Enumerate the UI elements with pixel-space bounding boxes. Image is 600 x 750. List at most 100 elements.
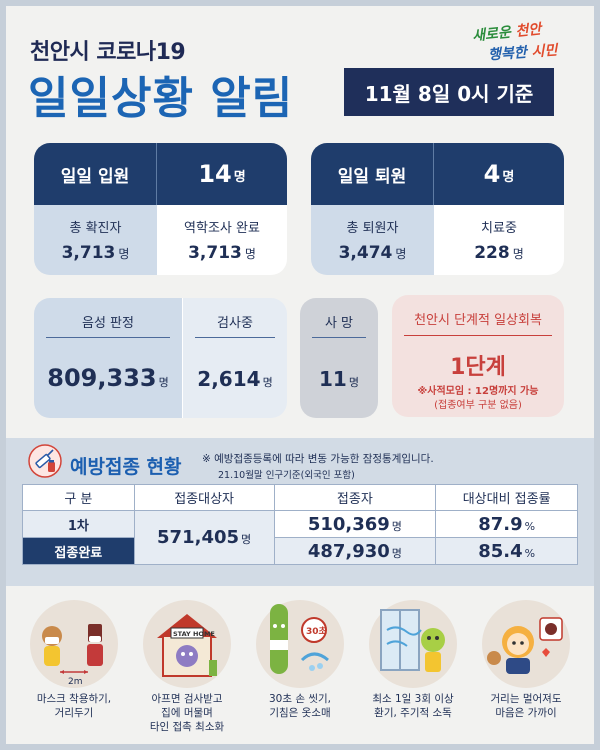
stay-home-icon: STAY HOME	[157, 614, 217, 677]
first-dose-count-cell: 510,369 명	[273, 510, 437, 538]
deaths-card: 사 망 11 명	[300, 298, 378, 418]
guideline-text: 거리는 멀어져도 마음은 가까이	[472, 692, 580, 720]
guideline-line: 집에 머물며	[161, 707, 213, 719]
total-discharged-label: 총 퇴원자	[346, 221, 399, 236]
guideline-text: 최소 1일 3회 이상 환기, 주기적 소독	[359, 692, 467, 720]
svg-text:2m: 2m	[68, 677, 83, 687]
vaccination-note: ※ 예방접종등록에 따라 변동 가능한 잠정통계입니다.	[202, 453, 434, 465]
daily-recovery-card: 천안시 단계적 일상회복 1단계 ※사적모임 : 12명까지 가능 (접종여부 …	[392, 295, 564, 417]
negative-box: 음성 판정 809,333 명	[34, 298, 182, 418]
discharge-value: 4	[483, 160, 501, 188]
reference-date: 11월 8일 0시 기준	[344, 68, 554, 116]
test-results-card: 음성 판정 809,333 명 검사중 2,614 명	[34, 298, 287, 418]
mask-distancing-icon: 2m	[42, 624, 103, 687]
first-dose-rate: 87.9	[478, 513, 523, 535]
guideline-line: 최소 1일 3회 이상	[372, 693, 454, 705]
fully-vaccinated-rate: 85.4	[478, 540, 523, 562]
total-confirmed-label: 총 확진자	[69, 221, 122, 236]
guideline-text: 아프면 검사받고 집에 머물며 타인 접촉 최소화	[133, 692, 241, 734]
ventilation-icon	[380, 609, 445, 672]
guideline-line: 거리두기	[54, 707, 94, 719]
total-confirmed-value: 3,713	[61, 243, 116, 263]
unit: %	[524, 546, 536, 560]
admission-card: 일일 입원 14 명 총 확진자 3,713 명 역학조사 완료 3,713 명	[34, 143, 287, 275]
divider	[46, 337, 170, 338]
main-title: 일일상황 알림	[28, 73, 294, 124]
gathering-limit-note: ※사적모임 : 12명까지 가능	[417, 386, 539, 397]
fully-vaccinated-count: 487,930	[307, 540, 390, 562]
first-dose-count: 510,369	[307, 513, 390, 535]
pending-label: 검사중	[217, 316, 253, 331]
in-treatment-value: 228	[474, 243, 510, 263]
city-title: 천안시 코로나19	[30, 40, 186, 65]
admission-label: 일일 입원	[34, 143, 157, 205]
admission-value: 14	[198, 160, 232, 188]
fully-vaccinated-count-cell: 487,930 명	[273, 537, 437, 565]
col-header-rate: 대상대비 접종률	[435, 484, 578, 511]
svg-text:30초: 30초	[306, 626, 328, 637]
guideline-text: 마스크 착용하기, 거리두기	[20, 692, 128, 720]
unit: 명	[391, 519, 402, 533]
guideline-line: 기침은 옷소매	[269, 707, 331, 719]
in-treatment-label: 치료중	[481, 221, 517, 236]
pending-box: 검사중 2,614 명	[182, 298, 287, 418]
negative-value: 809,333	[47, 364, 157, 392]
col-header-vaccinated: 접종자	[273, 484, 437, 511]
total-discharged-box: 총 퇴원자 3,474 명	[311, 205, 434, 275]
divider	[404, 335, 552, 336]
negative-label: 음성 판정	[82, 316, 134, 331]
slogan-word: 행복한	[487, 44, 533, 64]
notice-page: 천안시 코로나19 일일상황 알림 11월 8일 0시 기준 새로운 천안 행복…	[6, 6, 594, 744]
target-population-value: 571,405	[157, 527, 240, 548]
deaths-value: 11	[319, 367, 347, 391]
unit: 명	[118, 247, 130, 261]
guideline-line: 아프면 검사받고	[151, 693, 223, 705]
slogan-word: 새로운	[471, 24, 517, 45]
unit: 명	[262, 376, 273, 389]
vaccination-title: 예방접종 현황	[70, 456, 182, 478]
guideline-line: 마음은 가까이	[495, 707, 557, 719]
population-basis-note: 21.10월말 인구기준(외국인 포함)	[218, 470, 355, 481]
unit: 명	[391, 546, 402, 560]
guideline-line: 30초 손 씻기,	[268, 693, 331, 705]
unit: 명	[348, 376, 359, 389]
unit: 명	[241, 533, 252, 546]
vaccination-table: 구 분 접종대상자 접종자 대상대비 접종률 1차 571,405 명 510,3…	[22, 484, 578, 565]
guideline-line: 환기, 주기적 소독	[374, 707, 452, 719]
col-header-target: 접종대상자	[133, 484, 275, 511]
guideline-text: 30초 손 씻기, 기침은 옷소매	[246, 692, 354, 720]
admission-value-box: 14 명	[157, 143, 287, 205]
recovery-stage: 1단계	[450, 355, 506, 380]
unit: 명	[233, 170, 246, 185]
table-row: 접종완료 487,930 명 85.4%	[22, 537, 578, 565]
svg-text:STAY HOME: STAY HOME	[173, 630, 215, 638]
guideline-line: 마스크 착용하기,	[36, 693, 112, 705]
row-label-first-dose: 1차	[22, 510, 135, 538]
row-label-fully-vaccinated: 접종완료	[22, 537, 135, 565]
epi-investigation-box: 역학조사 완료 3,713 명	[157, 205, 287, 275]
unit: 명	[158, 376, 169, 389]
unit: %	[524, 519, 536, 533]
divider	[312, 337, 366, 338]
recovery-title: 천안시 단계적 일상회복	[414, 313, 542, 328]
in-treatment-box: 치료중 228 명	[434, 205, 564, 275]
unit: 명	[244, 247, 256, 261]
total-discharged-value: 3,474	[338, 243, 393, 263]
unit: 명	[502, 170, 515, 185]
table-row: 1차 571,405 명 510,369 명 87.9%	[22, 510, 578, 565]
epi-investigation-value: 3,713	[188, 243, 242, 263]
guideline-circle	[30, 600, 118, 688]
unit: 명	[395, 247, 407, 261]
slogan-citizen: 시민	[531, 42, 558, 61]
col-header-category: 구 분	[22, 484, 135, 511]
slogan-city: 천안	[514, 21, 543, 41]
handwashing-icon: 30초	[270, 604, 329, 674]
deaths-label: 사 망	[324, 316, 354, 331]
guideline-line: 거리는 멀어져도	[490, 693, 562, 705]
city-slogan-logo: 새로운 천안 행복한 시민	[468, 20, 568, 64]
guideline-line: 타인 접촉 최소화	[149, 721, 225, 733]
target-population-cell: 571,405 명	[133, 510, 275, 565]
